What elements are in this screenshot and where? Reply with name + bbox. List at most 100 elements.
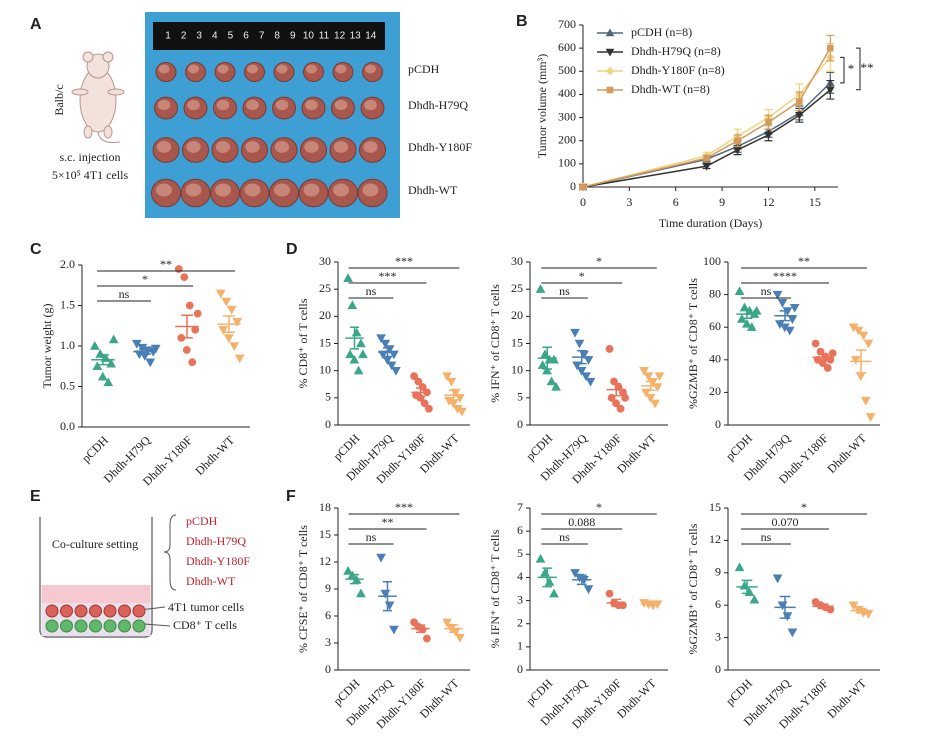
t-cell <box>132 619 146 633</box>
y-tick-label: 15 <box>319 527 331 541</box>
injection-text: s.c. injection <box>60 150 121 164</box>
y-tick-label: 600 <box>558 40 576 54</box>
data-point <box>442 618 452 628</box>
y-tick-label: 300 <box>558 109 576 123</box>
sem-bar <box>382 581 393 612</box>
y-tick-label: 7 <box>517 500 523 514</box>
y-axis-label: % IFN⁺ of CD8⁺ T cells <box>488 529 502 648</box>
tumor-highlight <box>215 141 231 153</box>
data-point <box>446 377 457 387</box>
legend-label: pCDH (n=8) <box>631 25 692 39</box>
t-cell <box>74 619 88 633</box>
comparison-label: **** <box>773 269 797 283</box>
data-point <box>457 407 467 417</box>
y-tick-label: 15 <box>319 335 331 349</box>
comparison-label: ** <box>798 254 810 268</box>
legend-label: Dhdh-H79Q (n=8) <box>631 44 721 58</box>
significance-label: ** <box>861 60 874 75</box>
data-point <box>546 376 557 386</box>
data-point <box>345 349 355 359</box>
y-tick-label: 25 <box>319 281 331 295</box>
data-point <box>654 372 665 382</box>
series-line <box>582 82 831 188</box>
x-tick-label: pCDH <box>79 433 111 465</box>
data-point <box>851 356 861 365</box>
data-point <box>221 297 232 307</box>
tumor-cell <box>45 604 59 618</box>
tumor-cell <box>60 604 73 618</box>
sem-bar <box>415 387 426 398</box>
comparison-label: ns <box>119 287 130 301</box>
comparison-label: *** <box>379 269 397 283</box>
data-point <box>579 183 587 191</box>
tumor-highlight <box>156 183 172 197</box>
panel-letter: B <box>516 13 528 30</box>
y-tick-label: 3 <box>325 635 331 649</box>
data-point <box>389 625 399 635</box>
comparison-label: *** <box>395 500 413 514</box>
y-tick-label: 0 <box>715 662 721 676</box>
data-point <box>702 162 711 171</box>
ruler-number: 14 <box>365 31 377 42</box>
data-point <box>764 131 773 140</box>
data-point <box>182 346 191 354</box>
y-axis-label: %GZMB⁺ of CD8⁺ T cells <box>686 523 700 654</box>
x-tick-label: 15 <box>809 195 821 209</box>
group-label: Dhdh-H79Q <box>186 534 246 548</box>
data-point <box>583 585 594 595</box>
y-tick-label: 500 <box>558 63 576 77</box>
x-tick-label: Dhdh-WT <box>824 431 869 476</box>
series-line <box>582 56 831 188</box>
tumor-highlight <box>333 141 349 153</box>
data-point <box>848 601 859 611</box>
tumor-group <box>151 62 388 208</box>
tumor-highlight <box>215 183 231 197</box>
data-point <box>643 372 654 382</box>
comparison-label: * <box>801 500 807 514</box>
data-point <box>858 331 869 341</box>
data-point <box>145 358 156 368</box>
data-point <box>616 404 625 413</box>
data-point <box>92 361 103 370</box>
data-point <box>380 339 391 349</box>
comparison-label: 0.088 <box>568 515 595 529</box>
sem-bar <box>576 349 587 365</box>
sem-bar <box>349 573 360 585</box>
ruler-number: 12 <box>334 31 346 42</box>
tumor-highlight <box>305 99 318 111</box>
ruler-number: 2 <box>181 31 187 42</box>
tumor-highlight <box>186 141 201 153</box>
data-point <box>410 372 418 381</box>
data-point <box>853 326 864 336</box>
y-tick-label: 0.0 <box>60 419 75 433</box>
x-tick-label: Dhdh-WT <box>614 676 659 721</box>
x-tick-label: pCDH <box>523 431 555 463</box>
tumor-highlight <box>306 64 317 74</box>
data-point <box>734 286 745 296</box>
data-point <box>739 302 750 312</box>
group-label: Dhdh-Y180F <box>186 554 250 568</box>
series-line <box>582 47 831 188</box>
data-point <box>353 365 364 375</box>
comparison-label: ns <box>559 284 570 298</box>
tumor-highlight <box>275 99 289 111</box>
data-point <box>863 610 874 619</box>
y-tick-label: 1.0 <box>60 338 75 352</box>
comparison-label: ns <box>366 284 377 298</box>
row-label: Dhdh-H79Q <box>408 98 468 112</box>
t-cell <box>60 619 73 633</box>
tumor-highlight <box>274 141 290 153</box>
x-tick-label: Dhdh-WT <box>824 676 869 721</box>
mouse-icon <box>71 51 125 143</box>
y-axis-label: Tumor volume (mm³) <box>535 54 549 159</box>
data-point <box>645 394 656 403</box>
data-point <box>349 354 360 364</box>
y-tick-label: 6 <box>325 608 331 622</box>
y-tick-label: 15 <box>709 500 721 514</box>
data-point <box>787 315 798 325</box>
tumor-highlight <box>156 141 172 153</box>
y-tick-label: 6 <box>517 523 523 537</box>
series-line <box>582 89 831 188</box>
sem-bar <box>817 603 829 610</box>
panel-letter: F <box>286 488 296 505</box>
